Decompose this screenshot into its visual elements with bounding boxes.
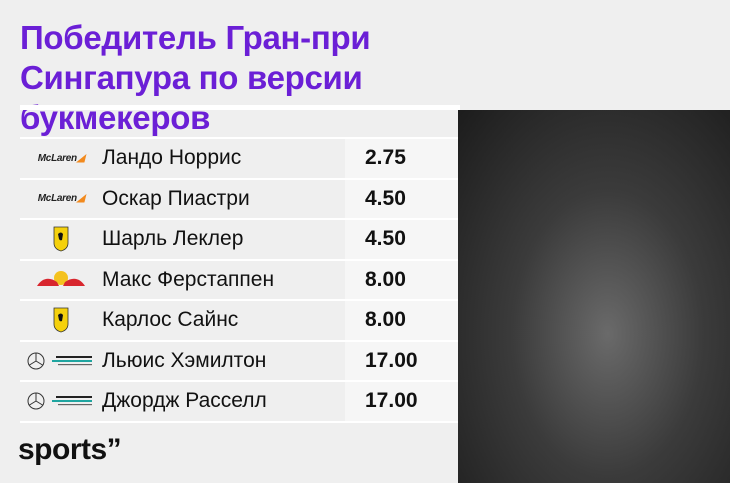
sports-logo: sports” (18, 433, 122, 466)
odds-value: 8.00 (345, 301, 458, 340)
odds-value: 2.75 (345, 139, 458, 178)
mclaren-logo-icon: McLaren◢ (37, 152, 85, 164)
table-row: Льюис Хэмилтон 17.00 (20, 341, 458, 382)
ferrari-logo-icon (20, 220, 102, 259)
ferrari-logo-icon (20, 301, 102, 340)
driver-name: Шарль Леклер (102, 227, 244, 251)
table-row: Карлос Сайнс 8.00 (20, 301, 458, 342)
odds-value: 17.00 (345, 382, 458, 421)
mercedes-logo-icon (20, 342, 102, 381)
odds-table: McLaren◢ Ландо Норрис 2.75 McLaren◢ Оскар… (20, 110, 458, 423)
driver-name: Ландо Норрис (102, 146, 242, 170)
odds-value: 4.50 (345, 179, 458, 218)
table-row: Джордж Расселл 17.00 (20, 382, 458, 423)
mercedes-logo-icon (20, 382, 102, 421)
driver-name: Карлос Сайнс (102, 308, 239, 332)
table-row: McLaren◢ Ландо Норрис 2.75 (20, 139, 458, 180)
driver-name: Льюис Хэмилтон (102, 348, 267, 372)
driver-name: Макс Ферстаппен (102, 267, 275, 291)
table-row: Макс Ферстаппен 8.00 (20, 260, 458, 301)
red-bull-logo-icon (20, 261, 102, 300)
table-header (20, 110, 458, 139)
odds-value: 8.00 (345, 260, 458, 299)
race-car-photo (458, 110, 730, 483)
table-row: Шарль Леклер 4.50 (20, 220, 458, 261)
divider (20, 105, 460, 110)
page-title: Победитель Гран-при Сингапура по версии … (20, 19, 371, 136)
driver-name: Оскар Пиастри (102, 186, 250, 210)
odds-value: 4.50 (345, 220, 458, 259)
odds-value: 17.00 (345, 341, 458, 380)
driver-name: Джордж Расселл (102, 389, 267, 413)
table-row: McLaren◢ Оскар Пиастри 4.50 (20, 179, 458, 220)
mclaren-logo-icon: McLaren◢ (37, 193, 85, 205)
